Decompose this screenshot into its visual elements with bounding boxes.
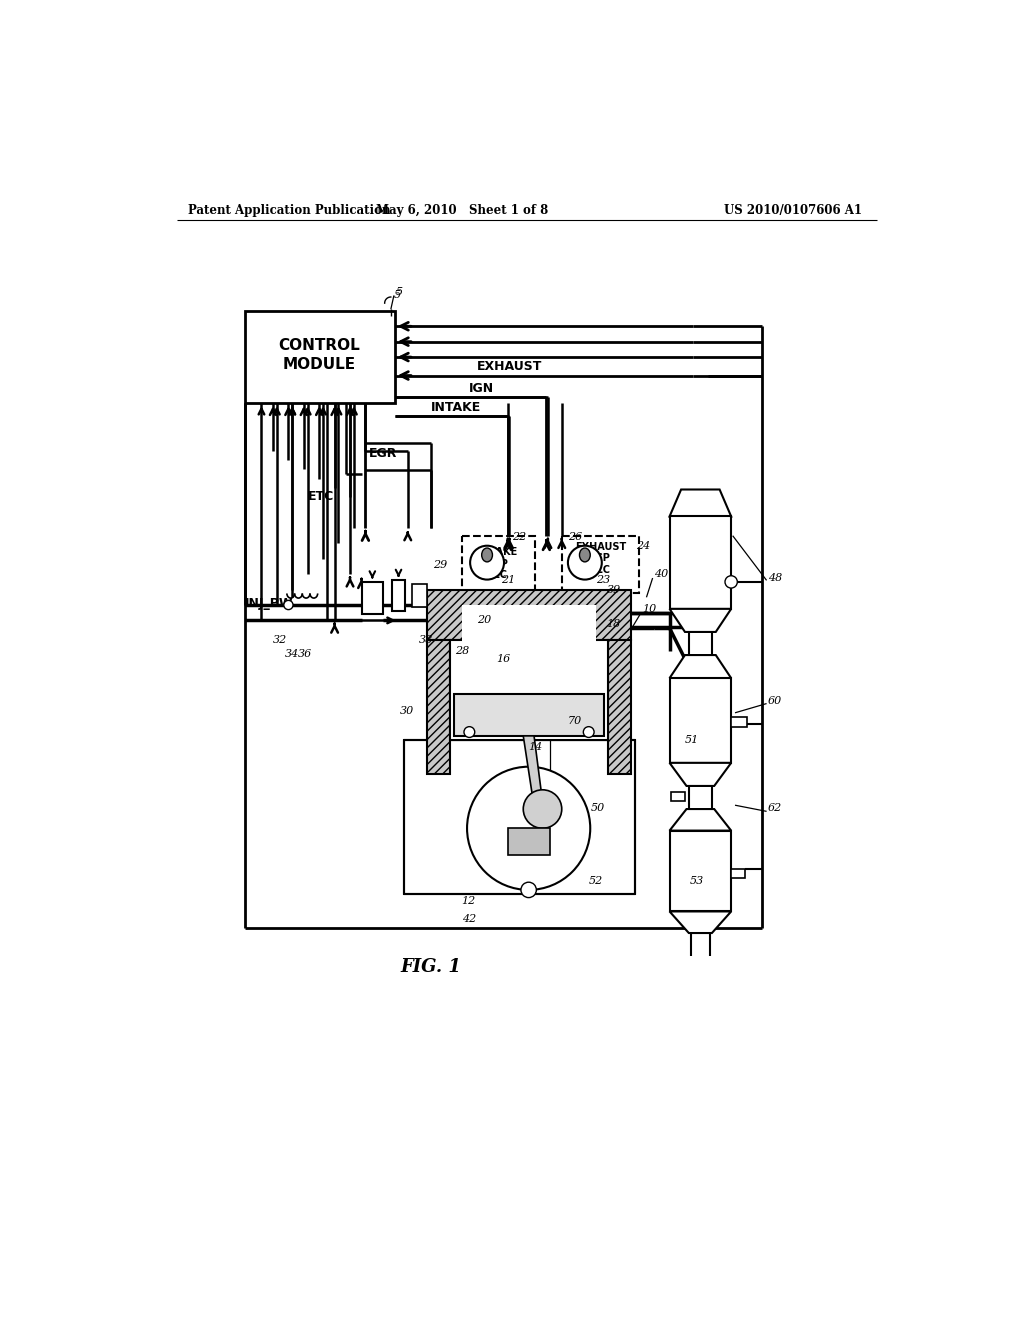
Bar bbox=[462, 605, 596, 644]
Text: INTAKE: INTAKE bbox=[431, 401, 481, 414]
Text: 22: 22 bbox=[512, 532, 526, 543]
Text: INJ_PW: INJ_PW bbox=[245, 597, 293, 610]
Text: 21: 21 bbox=[501, 576, 515, 585]
Circle shape bbox=[470, 545, 504, 579]
Text: VLC: VLC bbox=[487, 570, 508, 581]
Text: 51: 51 bbox=[685, 735, 699, 744]
Bar bbox=[451, 640, 608, 739]
Text: MODULE: MODULE bbox=[283, 358, 355, 372]
Polygon shape bbox=[670, 809, 731, 830]
Circle shape bbox=[523, 789, 562, 829]
Text: 18: 18 bbox=[606, 619, 621, 630]
Text: 53: 53 bbox=[689, 875, 703, 886]
Bar bbox=[671, 792, 685, 801]
Text: 10: 10 bbox=[643, 603, 656, 614]
Text: 5: 5 bbox=[395, 288, 402, 297]
Circle shape bbox=[725, 576, 737, 589]
Bar bbox=[562, 536, 639, 594]
Bar bbox=[670, 830, 731, 911]
Text: 34: 34 bbox=[285, 648, 299, 659]
Text: EXHAUST: EXHAUST bbox=[574, 543, 626, 552]
Text: 62: 62 bbox=[768, 803, 782, 813]
Bar bbox=[427, 640, 451, 775]
Text: 23: 23 bbox=[596, 576, 610, 585]
Polygon shape bbox=[670, 911, 731, 933]
Bar bbox=[670, 678, 731, 763]
Bar bbox=[361, 582, 383, 614]
Text: 39: 39 bbox=[606, 585, 621, 594]
Text: VCP: VCP bbox=[590, 553, 611, 564]
Bar bbox=[392, 581, 404, 611]
Text: VCP: VCP bbox=[487, 558, 509, 569]
Text: 48: 48 bbox=[768, 573, 782, 583]
Text: IGN: IGN bbox=[469, 381, 495, 395]
Circle shape bbox=[464, 726, 475, 738]
Polygon shape bbox=[670, 763, 731, 785]
Text: May 6, 2010   Sheet 1 of 8: May 6, 2010 Sheet 1 of 8 bbox=[376, 205, 548, 218]
Text: VLC: VLC bbox=[590, 565, 610, 576]
Text: ETC: ETC bbox=[307, 490, 334, 503]
Text: 28: 28 bbox=[455, 647, 469, 656]
Text: US 2010/0107606 A1: US 2010/0107606 A1 bbox=[724, 205, 862, 218]
Circle shape bbox=[467, 767, 590, 890]
Text: 20: 20 bbox=[477, 615, 492, 626]
Circle shape bbox=[568, 545, 602, 579]
Bar bbox=[403, 739, 635, 894]
Text: Patent Application Publication: Patent Application Publication bbox=[188, 205, 391, 218]
Text: EGR: EGR bbox=[370, 447, 397, 461]
Circle shape bbox=[584, 726, 594, 738]
Text: INTAKE: INTAKE bbox=[478, 548, 517, 557]
Text: 12: 12 bbox=[462, 896, 476, 907]
Polygon shape bbox=[508, 829, 550, 855]
Bar bbox=[245, 312, 394, 404]
Polygon shape bbox=[670, 655, 731, 678]
Text: 60: 60 bbox=[768, 696, 782, 706]
Bar bbox=[731, 717, 746, 727]
Text: FIG. 1: FIG. 1 bbox=[400, 958, 461, 975]
Circle shape bbox=[521, 882, 537, 898]
Circle shape bbox=[284, 601, 293, 610]
Text: 26: 26 bbox=[568, 532, 583, 543]
Ellipse shape bbox=[481, 548, 493, 562]
Text: EXHAUST: EXHAUST bbox=[477, 360, 543, 374]
Ellipse shape bbox=[580, 548, 590, 562]
Bar bbox=[670, 516, 731, 609]
Text: 14: 14 bbox=[528, 742, 542, 752]
Polygon shape bbox=[670, 490, 731, 516]
Bar bbox=[462, 536, 535, 594]
Text: 32: 32 bbox=[273, 635, 288, 644]
Text: 29: 29 bbox=[433, 560, 447, 570]
Bar bbox=[608, 640, 631, 775]
Text: 16: 16 bbox=[497, 653, 511, 664]
Text: 42: 42 bbox=[462, 915, 476, 924]
Text: 40: 40 bbox=[654, 569, 669, 579]
Text: 38: 38 bbox=[419, 635, 433, 644]
Text: 30: 30 bbox=[400, 706, 415, 717]
Bar bbox=[427, 590, 631, 640]
Text: 52: 52 bbox=[589, 875, 603, 886]
Bar bbox=[454, 693, 604, 737]
Text: 70: 70 bbox=[567, 715, 582, 726]
Polygon shape bbox=[523, 737, 543, 801]
Text: 36: 36 bbox=[298, 648, 312, 659]
Polygon shape bbox=[670, 609, 731, 632]
Bar bbox=[731, 869, 745, 878]
Text: CONTROL: CONTROL bbox=[279, 338, 360, 352]
Bar bbox=[412, 585, 427, 607]
Text: 5: 5 bbox=[394, 290, 401, 301]
Text: 24: 24 bbox=[637, 541, 650, 550]
Text: 50: 50 bbox=[591, 803, 605, 813]
